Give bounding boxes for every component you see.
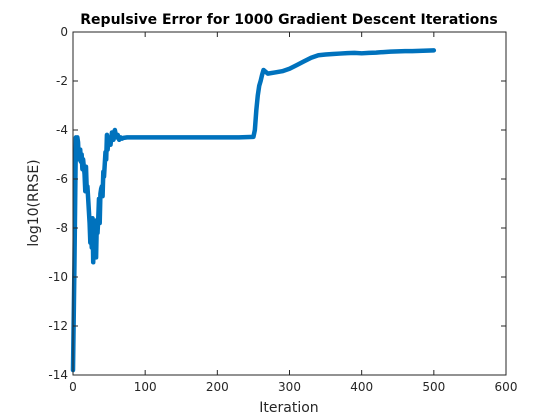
y-tick-label-5: -10 [48,270,68,284]
y-tick-label-2: -4 [56,123,68,137]
series-line-0 [70,48,437,373]
y-tick-label-3: -6 [56,172,68,186]
x-tick-label-1: 100 [134,380,157,394]
y-tick-label-7: -14 [48,368,68,382]
plot-area: 0 100 200 300 400 500 600 0 -2 -4 -6 -8 -10 -12 -14 [48,25,517,394]
x-tick-label-2: 200 [206,380,229,394]
y-tick-label-4: -8 [56,221,68,235]
x-tick-label-4: 400 [350,380,373,394]
y-axis-label: log10(RRSE) [26,159,42,246]
y-tick-label-6: -12 [48,319,68,333]
x-axis-label: Iteration [259,400,318,416]
x-tick-label-0: 0 [69,380,77,394]
chart-title: Repulsive Error for 1000 Gradient Descen… [80,12,497,28]
x-tick-label-3: 300 [278,380,301,394]
y-tick-label-0: 0 [60,25,68,39]
x-tick-label-5: 500 [422,380,445,394]
y-tick-label-1: -2 [56,74,68,88]
x-tick-label-6: 600 [495,380,518,394]
axes-box [72,31,507,376]
